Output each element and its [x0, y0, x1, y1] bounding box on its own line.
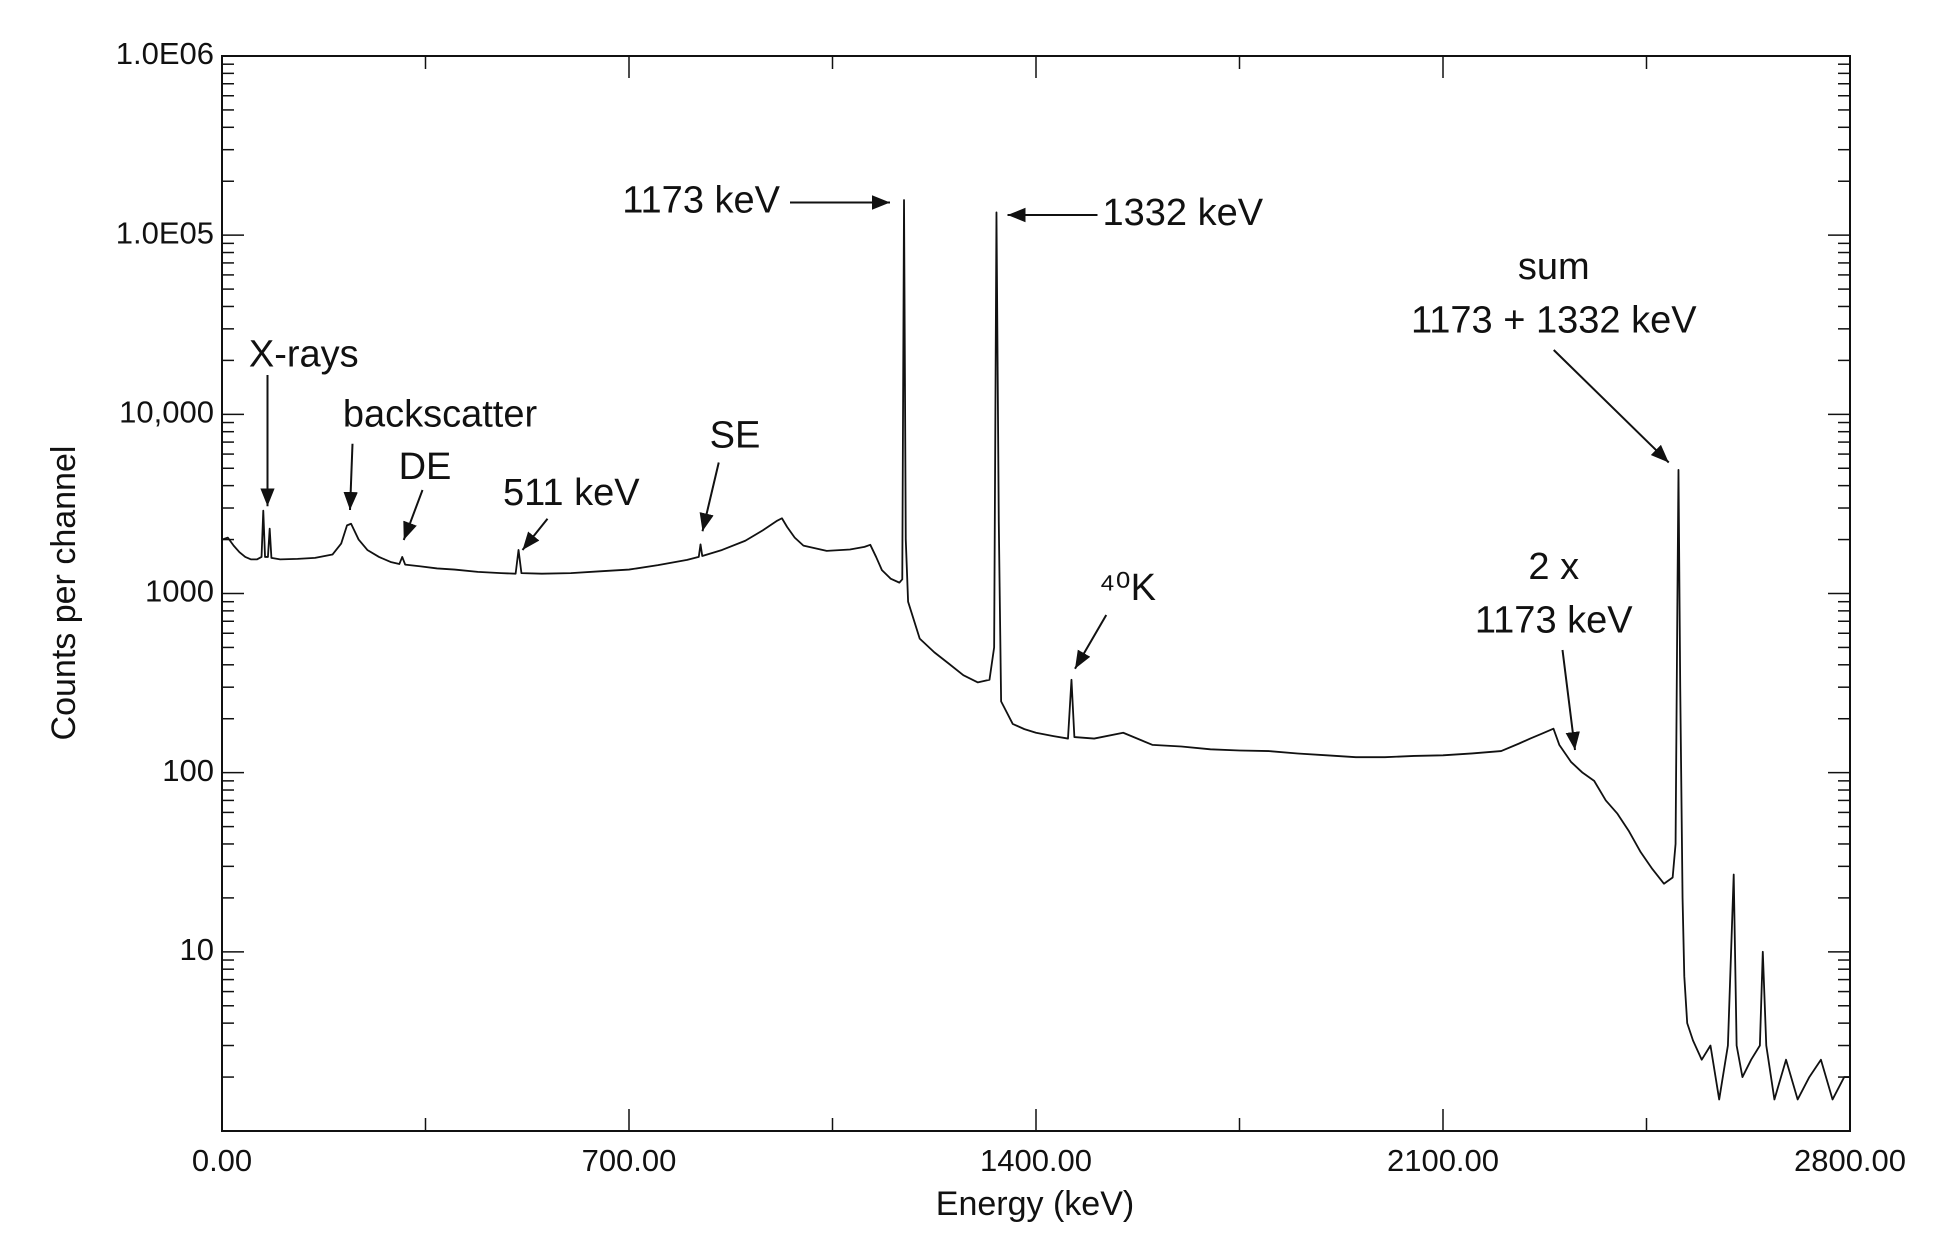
y-tick-label: 100 [162, 753, 214, 788]
x-tick-label: 0.00 [192, 1143, 252, 1178]
annotation-arrow [343, 443, 358, 511]
y-tick-label: 10 [180, 932, 214, 967]
annotation-arrow [1561, 649, 1580, 751]
y-axis-title: Counts per channel [45, 446, 83, 741]
annotation: sum [1518, 246, 1590, 288]
annotation: DE [399, 446, 452, 488]
annotation: ⁴⁰K [1099, 567, 1156, 609]
annotation: 1173 keV [622, 180, 780, 222]
y-tick-label: 1.0E05 [116, 215, 214, 250]
annotation: 1173 + 1332 keV [1411, 300, 1697, 342]
annotation: X-rays [249, 333, 359, 375]
annotation: 1332 keV [1103, 192, 1264, 234]
spectrum-line [221, 199, 1850, 1101]
annotation-arrow [521, 518, 549, 551]
annotation: 511 keV [503, 472, 640, 514]
y-tick-label: 1000 [145, 574, 214, 609]
y-tick-label: 1.0E06 [116, 36, 214, 71]
x-tick-label: 700.00 [582, 1143, 677, 1178]
x-axis-title: Energy (keV) [936, 1185, 1134, 1223]
annotation-arrow [1074, 614, 1108, 670]
y-tick-label: 10,000 [119, 395, 214, 430]
annotation-arrow [1553, 349, 1670, 464]
annotation: 1173 keV [1475, 600, 1633, 642]
annotation: backscatter [343, 393, 538, 435]
annotation-arrow [402, 489, 424, 541]
annotation: 2 x [1528, 546, 1579, 588]
x-tick-label: 2100.00 [1387, 1143, 1499, 1178]
plot-frame [221, 55, 1851, 1132]
x-tick-label: 1400.00 [980, 1143, 1092, 1178]
annotation-arrow [699, 462, 720, 532]
annotation: SE [710, 415, 761, 457]
x-tick-label: 2800.00 [1794, 1143, 1906, 1178]
